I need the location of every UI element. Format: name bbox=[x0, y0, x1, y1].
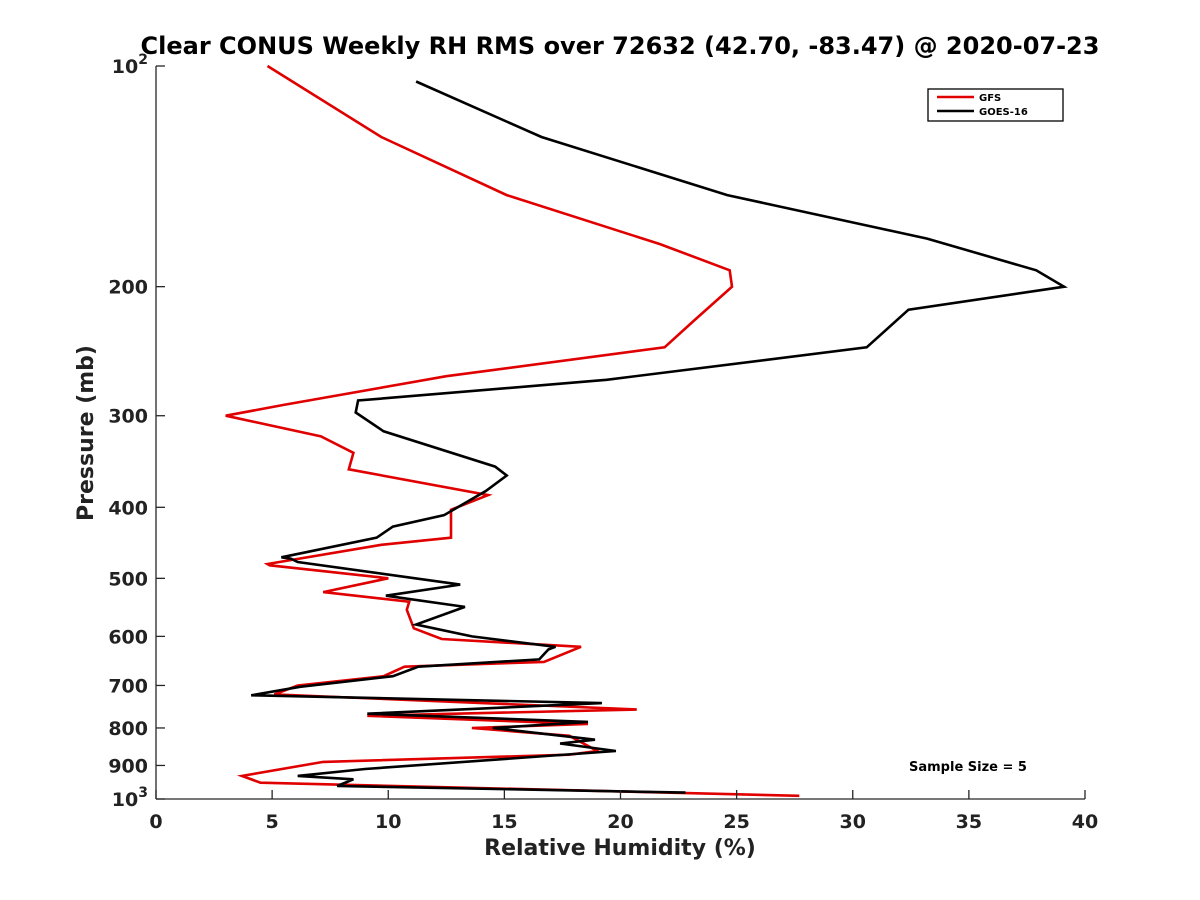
y-tick-label: 600 bbox=[108, 626, 148, 648]
sample-size-annotation: Sample Size = 5 bbox=[909, 760, 1027, 775]
x-tick-label: 20 bbox=[607, 811, 633, 833]
y-tick-label: 200 bbox=[108, 277, 148, 299]
x-axis-label: Relative Humidity (%) bbox=[484, 836, 756, 861]
series-line-gfs bbox=[225, 64, 800, 798]
legend-box bbox=[927, 88, 1064, 122]
y-axis-label: Pressure (mb) bbox=[74, 345, 99, 521]
legend-label-goes-16: GOES-16 bbox=[979, 107, 1028, 118]
x-tick-label: 5 bbox=[266, 811, 279, 833]
y-tick-label: 800 bbox=[108, 718, 148, 740]
x-tick-label: 10 bbox=[375, 811, 401, 833]
y-tick-label: 103 bbox=[112, 785, 148, 811]
legend: GFS GOES-16 bbox=[927, 88, 1064, 122]
plot-lines bbox=[225, 64, 1068, 798]
y-tick-label: 102 bbox=[112, 52, 148, 78]
x-tick-label: 0 bbox=[149, 811, 162, 833]
y-tick-label: 900 bbox=[108, 755, 148, 777]
legend-label-gfs: GFS bbox=[979, 93, 1001, 104]
y-tick-label: 700 bbox=[108, 675, 148, 697]
chart-title: Clear CONUS Weekly RH RMS over 72632 (42… bbox=[141, 32, 1100, 60]
x-tick-label: 25 bbox=[723, 811, 749, 833]
y-tick-label: 300 bbox=[108, 406, 148, 428]
y-tick-label: 500 bbox=[108, 568, 148, 590]
x-tick-label: 35 bbox=[956, 811, 982, 833]
x-tick-label: 40 bbox=[1072, 811, 1098, 833]
series-line-goes-16 bbox=[250, 80, 1068, 794]
x-tick-label: 15 bbox=[491, 811, 517, 833]
y-tick-label: 400 bbox=[108, 497, 148, 519]
x-tick-label: 30 bbox=[840, 811, 866, 833]
ticks: 0 5 10 15 20 25 30 35 40 102 200 300 400 500 600 700 800… bbox=[108, 52, 1098, 833]
